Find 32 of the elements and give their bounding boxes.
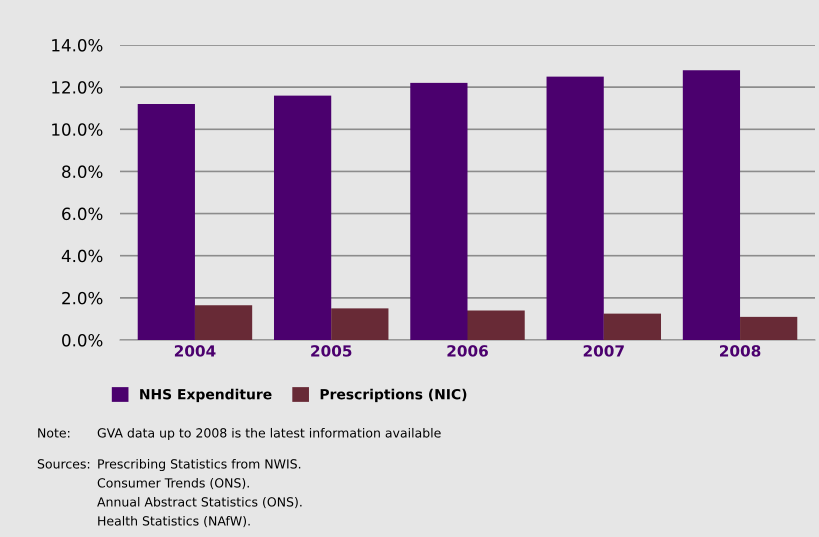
text: GVA data up to 2008 is the latest information available <box>98 428 441 440</box>
bar <box>410 82 468 340</box>
y-tick-label: 2.0% <box>62 292 102 304</box>
text: Note: <box>38 428 70 438</box>
text: Annual Abstract Statistics (ONS). <box>97 496 302 508</box>
legend-label: NHS Expenditure <box>140 388 272 402</box>
legend-label: Prescriptions (NIC) <box>320 388 466 402</box>
x-tick-label: 2008 <box>720 345 760 357</box>
y-tick-label: 0.0% <box>62 334 102 347</box>
text: Prescribing Statistics from NWIS. <box>98 458 300 472</box>
bar <box>604 314 662 340</box>
source-note: Sources: <box>38 459 90 469</box>
y-tick-label: 10.0% <box>52 123 102 136</box>
bar <box>682 70 740 340</box>
x-tick-label: 2004 <box>174 345 216 357</box>
x-tick-label: 2006 <box>447 345 488 357</box>
bar <box>138 104 195 340</box>
bar <box>331 308 388 340</box>
y-tick-label: 4.0% <box>62 250 102 262</box>
text: Health Statistics (NAfW). <box>98 516 250 528</box>
bar <box>468 310 525 340</box>
y-tick-label: 12.0% <box>52 81 102 94</box>
y-tick-label: 6.0% <box>62 208 102 220</box>
bar <box>194 305 252 340</box>
bar <box>274 96 332 340</box>
bar <box>740 316 798 340</box>
y-tick-label: 8.0% <box>62 165 102 178</box>
y-tick-label: 14.0% <box>52 38 102 52</box>
x-tick-label: 2007 <box>584 345 624 357</box>
text: Consumer Trends (ONS). <box>98 478 249 490</box>
x-tick-label: 2005 <box>311 345 352 357</box>
bar <box>546 76 604 340</box>
